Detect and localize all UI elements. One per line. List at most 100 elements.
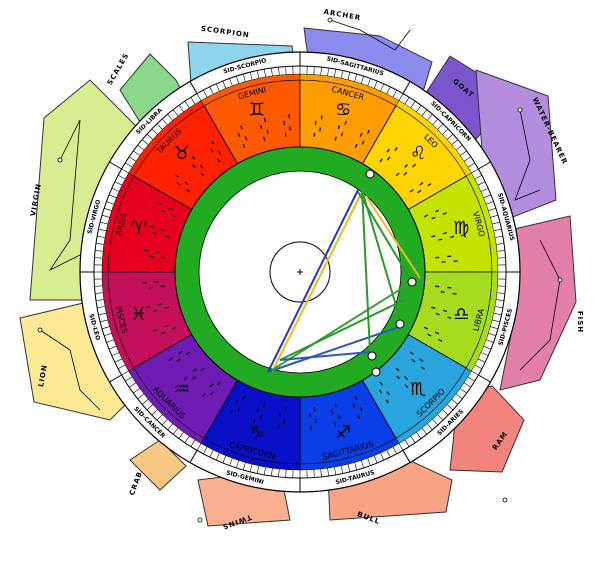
- tick: [106, 339, 115, 343]
- decan-mark: [192, 164, 196, 168]
- decan-mark: [434, 331, 440, 335]
- star: [327, 17, 333, 23]
- decan-mark: [240, 125, 243, 130]
- tick: [496, 250, 505, 252]
- tick: [256, 465, 260, 474]
- sid-divider: [402, 81, 411, 94]
- tick: [263, 466, 266, 475]
- tick: [203, 89, 208, 98]
- decan-mark: [217, 381, 221, 386]
- tick: [496, 292, 505, 294]
- decan-mark: [164, 324, 169, 328]
- sid-divider: [189, 81, 198, 94]
- tick: [446, 133, 454, 140]
- tick: [480, 352, 489, 357]
- decan-mark: [242, 143, 246, 149]
- tick: [97, 306, 106, 309]
- tick: [271, 468, 273, 477]
- sid-divider: [109, 374, 122, 383]
- planet: [367, 351, 377, 361]
- tick: [467, 376, 475, 382]
- tick: [416, 105, 422, 112]
- tick: [460, 388, 467, 394]
- tick: [249, 464, 253, 472]
- tick: [477, 358, 486, 363]
- decan-mark: [244, 136, 248, 141]
- tick: [114, 358, 123, 363]
- tick: [100, 221, 108, 225]
- star: [37, 327, 43, 333]
- tick: [354, 73, 358, 82]
- decan-mark: [423, 326, 429, 330]
- decan-mark: [176, 182, 181, 186]
- tick: [242, 73, 246, 82]
- decan-mark: [217, 150, 222, 155]
- decan-mark: [153, 232, 158, 235]
- tick: [493, 228, 502, 232]
- aspect-line: [357, 191, 413, 283]
- star: [557, 277, 563, 283]
- tick: [108, 194, 117, 199]
- decan-mark: [366, 129, 370, 134]
- decan-mark: [431, 216, 436, 220]
- decan-mark: [334, 136, 337, 141]
- tick: [129, 156, 137, 162]
- tick: [146, 133, 154, 140]
- constellation-shape: [129, 439, 187, 491]
- tick: [497, 257, 506, 259]
- sign-symbol: ♒: [174, 379, 190, 400]
- tick: [285, 66, 287, 75]
- decan-mark: [379, 381, 383, 386]
- aspect-line: [271, 191, 363, 373]
- tick: [156, 123, 163, 130]
- aspect-line: [271, 281, 413, 371]
- sign-symbol: ♑: [249, 422, 265, 443]
- sign-symbol: ♌: [410, 143, 426, 164]
- decan-mark: [334, 421, 337, 427]
- tick: [151, 128, 158, 135]
- tick: [209, 449, 214, 458]
- sign-symbol: ♎: [453, 304, 469, 325]
- tick: [485, 201, 494, 205]
- tick: [392, 89, 397, 98]
- sign-symbol: ♉: [174, 143, 190, 164]
- tick: [437, 123, 444, 130]
- star: [517, 107, 523, 113]
- tick: [184, 435, 190, 443]
- tick: [460, 150, 467, 156]
- decan-mark: [263, 403, 266, 408]
- tick: [215, 452, 220, 461]
- star: [502, 497, 508, 503]
- decan-mark: [319, 127, 321, 132]
- tick: [106, 201, 115, 205]
- tick: [101, 326, 110, 330]
- decan-mark: [337, 414, 340, 419]
- tick: [320, 67, 322, 76]
- tick: [463, 156, 471, 162]
- tick: [229, 457, 233, 466]
- decan-mark: [237, 406, 241, 412]
- star-line: [39, 329, 101, 411]
- decan-mark: [160, 331, 166, 335]
- tick: [156, 414, 163, 421]
- decan-mark: [148, 225, 153, 228]
- decan-mark: [260, 125, 263, 130]
- decan-mark: [266, 129, 269, 134]
- tick: [97, 235, 106, 238]
- tick: [367, 457, 371, 466]
- tick: [190, 97, 196, 105]
- decan-mark: [396, 375, 401, 380]
- tick: [95, 299, 104, 301]
- decan-mark: [404, 376, 408, 380]
- tick: [455, 144, 463, 151]
- constellation-label: CRAB: [128, 470, 144, 496]
- decan-mark: [277, 424, 280, 429]
- tick: [320, 468, 322, 477]
- decan-mark: [164, 235, 169, 238]
- tick: [167, 423, 173, 430]
- decan-mark: [186, 351, 191, 355]
- tick: [121, 168, 129, 174]
- tick: [360, 460, 364, 469]
